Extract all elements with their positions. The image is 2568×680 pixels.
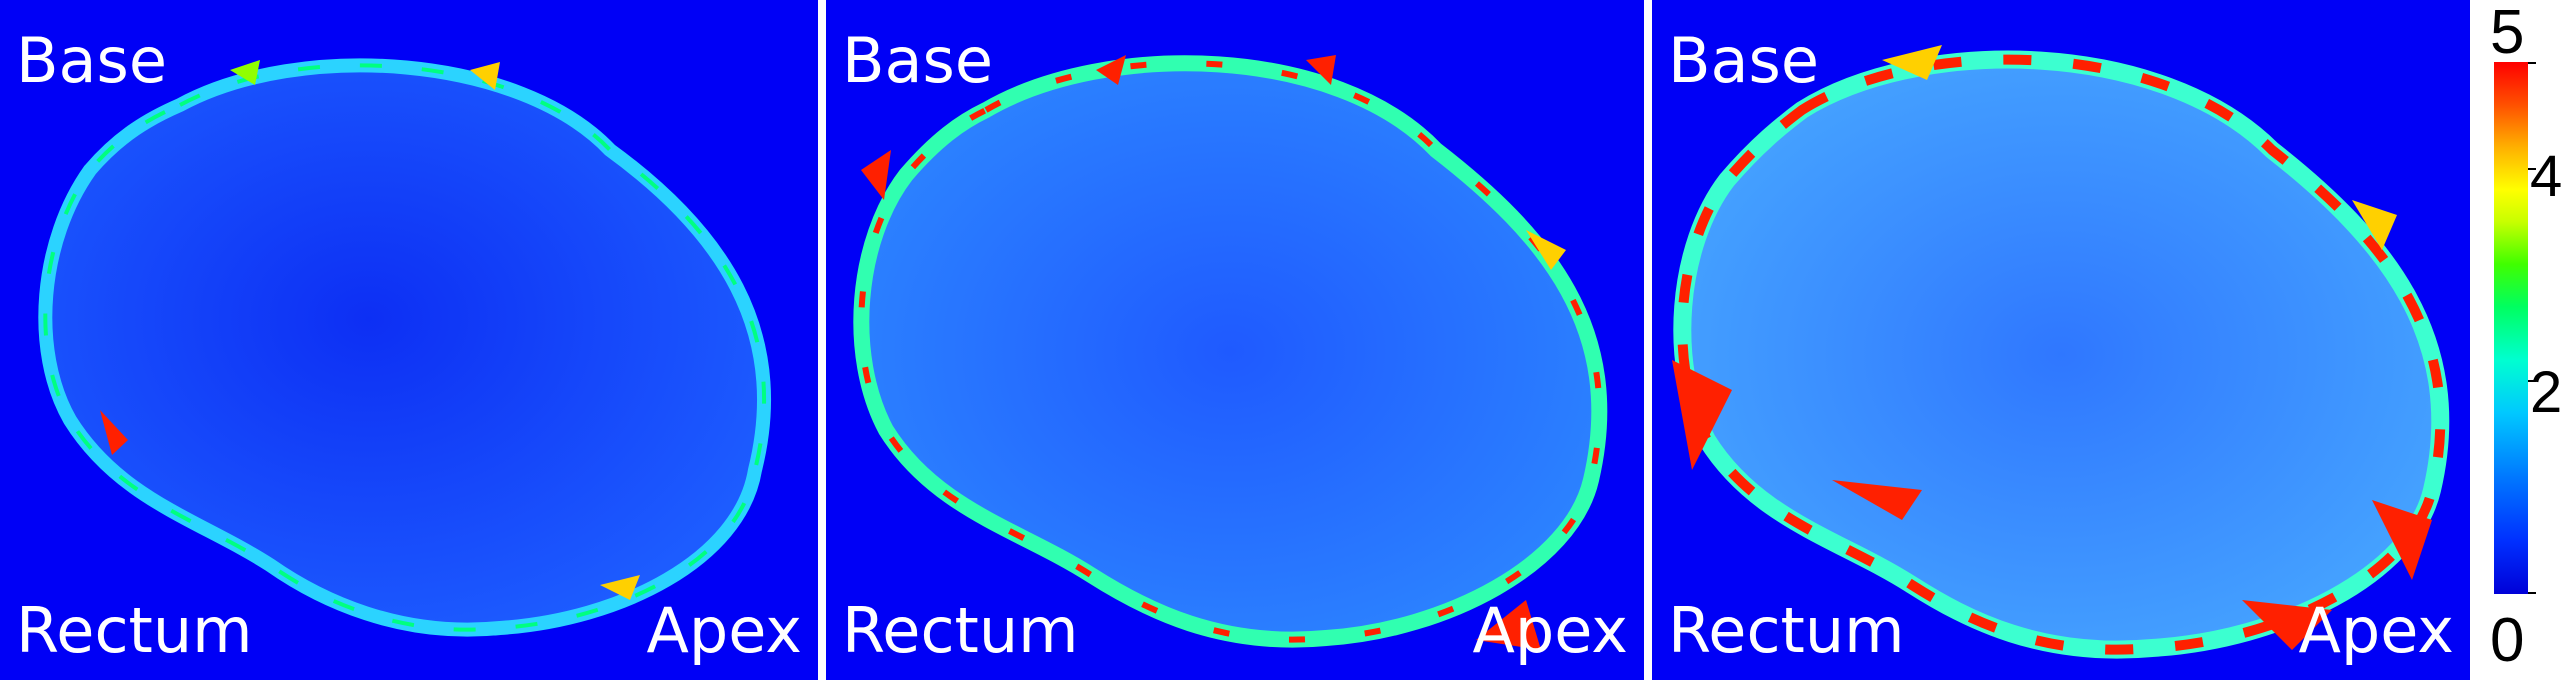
colorbar: 5 4 2 0 [2478, 0, 2568, 680]
apex-label: Apex [2298, 594, 2454, 667]
rectum-label: Rectum [1668, 594, 1905, 667]
prostate-error-map-3 [1672, 45, 2450, 659]
prostate-error-map-1 [38, 58, 772, 637]
colorbar-tick-label-4: 4 [2530, 144, 2563, 209]
organ-outline [38, 58, 772, 637]
error-map-panel-1: Base Rectum Apex [0, 0, 818, 680]
apex-label: Apex [1472, 594, 1628, 667]
colorbar-tick-min [2528, 592, 2536, 594]
colorbar-tick-max [2528, 62, 2536, 64]
base-label: Base [16, 24, 167, 97]
colorbar-min-label: 0 [2490, 606, 2525, 675]
colorbar-tick-2 [2528, 380, 2536, 382]
colorbar-max-label: 5 [2490, 0, 2525, 67]
error-map-panel-3: Base Rectum Apex [1652, 0, 2470, 680]
colorbar-tick-4 [2528, 168, 2536, 170]
error-map-panel-2: Base Rectum Apex [826, 0, 1644, 680]
prostate-error-map-2 [853, 55, 1608, 650]
apex-label: Apex [646, 594, 802, 667]
base-label: Base [1668, 24, 1819, 97]
base-label: Base [842, 24, 993, 97]
colorbar-gradient [2494, 62, 2528, 594]
rectum-label: Rectum [16, 594, 253, 667]
colorbar-tick-label-2: 2 [2530, 360, 2563, 425]
rectum-label: Rectum [842, 594, 1079, 667]
